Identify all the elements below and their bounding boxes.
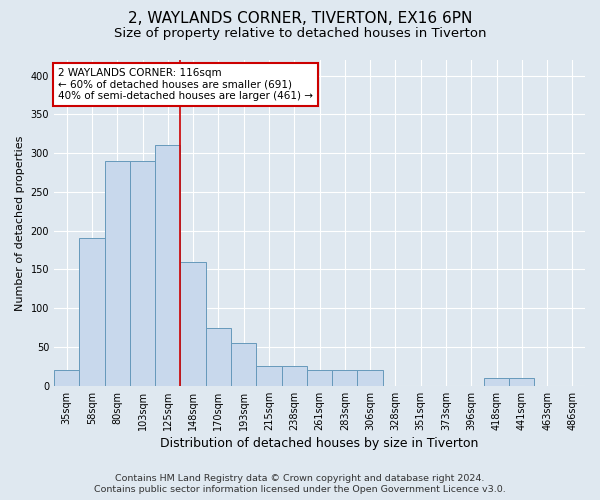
Text: 2 WAYLANDS CORNER: 116sqm
← 60% of detached houses are smaller (691)
40% of semi: 2 WAYLANDS CORNER: 116sqm ← 60% of detac… [58,68,313,101]
Bar [256,366,281,386]
Bar [332,370,358,386]
Bar [54,370,79,386]
Bar [104,161,130,386]
Text: Contains HM Land Registry data © Crown copyright and database right 2024.
Contai: Contains HM Land Registry data © Crown c… [94,474,506,494]
Bar [206,328,231,386]
Text: Size of property relative to detached houses in Tiverton: Size of property relative to detached ho… [114,28,486,40]
X-axis label: Distribution of detached houses by size in Tiverton: Distribution of detached houses by size … [160,437,479,450]
Bar [181,262,206,386]
Bar [358,370,383,386]
Bar [130,161,155,386]
Bar [79,238,104,386]
Bar [509,378,535,386]
Bar [281,366,307,386]
Text: 2, WAYLANDS CORNER, TIVERTON, EX16 6PN: 2, WAYLANDS CORNER, TIVERTON, EX16 6PN [128,11,472,26]
Bar [231,343,256,386]
Bar [307,370,332,386]
Bar [484,378,509,386]
Bar [155,146,181,386]
Y-axis label: Number of detached properties: Number of detached properties [15,135,25,310]
